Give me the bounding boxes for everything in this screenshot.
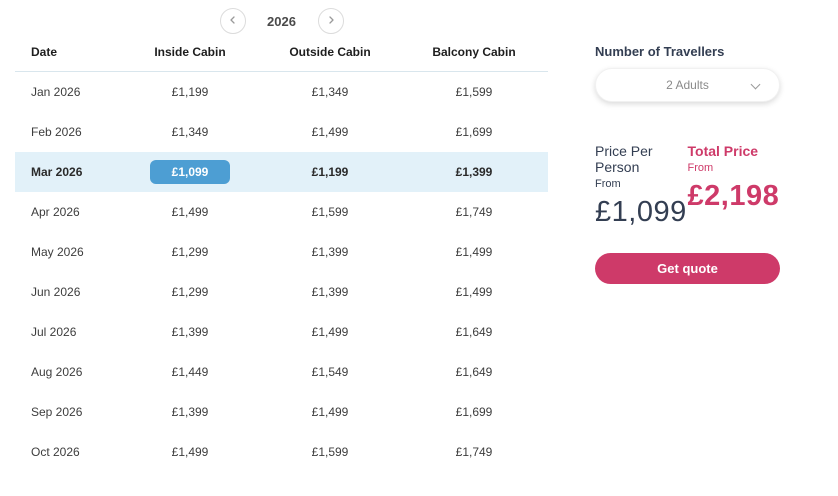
row-price[interactable]: £1,649 xyxy=(455,325,493,339)
price-per-person-from: From xyxy=(595,178,621,190)
row-date: Mar 2026 xyxy=(31,165,83,179)
table-row: Jun 2026 £1,299 £1,399 £1,499 xyxy=(15,272,548,312)
get-quote-button[interactable]: Get quote xyxy=(595,253,780,284)
row-price[interactable]: £1,499 xyxy=(311,325,349,339)
travellers-selected-value: 2 Adults xyxy=(666,78,709,92)
row-price[interactable]: £1,399 xyxy=(311,285,349,299)
row-price[interactable]: £1,399 xyxy=(311,245,349,259)
row-price[interactable]: £1,549 xyxy=(311,365,349,379)
row-price[interactable]: £1,349 xyxy=(171,125,209,139)
selected-price-badge[interactable]: £1,099 xyxy=(150,160,230,184)
table-row: Apr 2026 £1,499 £1,599 £1,749 xyxy=(15,192,548,232)
booking-panel: Number of Travellers 2 Adults Price Per … xyxy=(595,0,780,284)
row-price[interactable]: £1,599 xyxy=(455,85,493,99)
row-price[interactable]: £1,599 xyxy=(311,445,349,459)
row-price[interactable]: £1,749 xyxy=(455,445,493,459)
row-price[interactable]: £1,299 xyxy=(171,285,209,299)
row-date: Oct 2026 xyxy=(31,445,80,459)
table-row: Aug 2026 £1,449 £1,549 £1,649 xyxy=(15,352,548,392)
chevron-left-icon xyxy=(228,12,238,30)
row-price[interactable]: £1,349 xyxy=(311,85,349,99)
row-price[interactable]: £1,099 xyxy=(120,160,260,184)
table-row: May 2026 £1,299 £1,399 £1,499 xyxy=(15,232,548,272)
table-row: Mar 2026 £1,099 £1,199 £1,399 xyxy=(15,152,548,192)
column-header-date: Date xyxy=(31,45,58,59)
row-date: May 2026 xyxy=(31,245,84,259)
price-summary: Price Per Person From £1,099 Total Price… xyxy=(595,143,780,229)
row-price[interactable]: £1,449 xyxy=(171,365,209,379)
row-date: Jan 2026 xyxy=(31,85,81,99)
row-price[interactable]: £1,699 xyxy=(455,405,493,419)
row-price[interactable]: £1,399 xyxy=(171,405,209,419)
chevron-down-icon xyxy=(750,79,761,90)
row-price[interactable]: £1,499 xyxy=(171,445,209,459)
price-per-person-block: Price Per Person From £1,099 xyxy=(595,143,688,229)
previous-year-button[interactable] xyxy=(219,8,246,34)
row-price[interactable]: £1,399 xyxy=(455,165,493,179)
row-price[interactable]: £1,199 xyxy=(171,85,209,99)
table-header-row: Date Inside Cabin Outside Cabin Balcony … xyxy=(15,42,548,72)
row-price[interactable]: £1,199 xyxy=(311,165,349,179)
table-body: Jan 2026 £1,199 £1,349 £1,599 Feb 2026 £1,349… xyxy=(15,72,548,472)
total-price-label: Total Price xyxy=(687,143,759,159)
price-table-section: 2026 Date Inside Cabin Outside Cabin Bal… xyxy=(15,0,548,472)
table-row: Sep 2026 £1,399 £1,499 £1,699 xyxy=(15,392,548,432)
row-price[interactable]: £1,699 xyxy=(455,125,493,139)
price-per-person-label: Price Per Person xyxy=(595,143,653,175)
row-date: Jun 2026 xyxy=(31,285,81,299)
row-date: Sep 2026 xyxy=(31,405,83,419)
chevron-right-icon xyxy=(326,12,336,30)
year-navigation: 2026 xyxy=(15,0,548,42)
next-year-button[interactable] xyxy=(317,8,344,34)
row-price[interactable]: £1,499 xyxy=(455,245,493,259)
row-price[interactable]: £1,599 xyxy=(311,205,349,219)
row-price[interactable]: £1,399 xyxy=(171,325,209,339)
table-row: Jul 2026 £1,399 £1,499 £1,649 xyxy=(15,312,548,352)
row-date: Feb 2026 xyxy=(31,125,82,139)
column-header-outside-cabin: Outside Cabin xyxy=(289,45,371,59)
row-price[interactable]: £1,749 xyxy=(455,205,493,219)
total-price-value: £2,198 xyxy=(687,180,780,212)
row-date: Aug 2026 xyxy=(31,365,83,379)
table-row: Oct 2026 £1,499 £1,599 £1,749 xyxy=(15,432,548,472)
row-date: Jul 2026 xyxy=(31,325,77,339)
row-price[interactable]: £1,499 xyxy=(311,405,349,419)
row-price[interactable]: £1,499 xyxy=(171,205,209,219)
column-header-inside-cabin: Inside Cabin xyxy=(154,45,226,59)
total-price-from: From xyxy=(687,162,714,174)
table-row: Feb 2026 £1,349 £1,499 £1,699 xyxy=(15,112,548,152)
row-price[interactable]: £1,499 xyxy=(455,285,493,299)
row-price[interactable]: £1,499 xyxy=(311,125,349,139)
row-price[interactable]: £1,649 xyxy=(455,365,493,379)
price-per-person-value: £1,099 xyxy=(595,196,687,228)
column-header-balcony-cabin: Balcony Cabin xyxy=(432,45,516,59)
travellers-dropdown[interactable]: 2 Adults xyxy=(595,68,780,102)
table-row: Jan 2026 £1,199 £1,349 £1,599 xyxy=(15,72,548,112)
row-date: Apr 2026 xyxy=(31,205,80,219)
total-price-block: Total Price From £2,198 xyxy=(688,143,781,229)
year-label: 2026 xyxy=(267,13,296,29)
row-price[interactable]: £1,299 xyxy=(171,245,209,259)
travellers-label: Number of Travellers xyxy=(595,44,725,59)
